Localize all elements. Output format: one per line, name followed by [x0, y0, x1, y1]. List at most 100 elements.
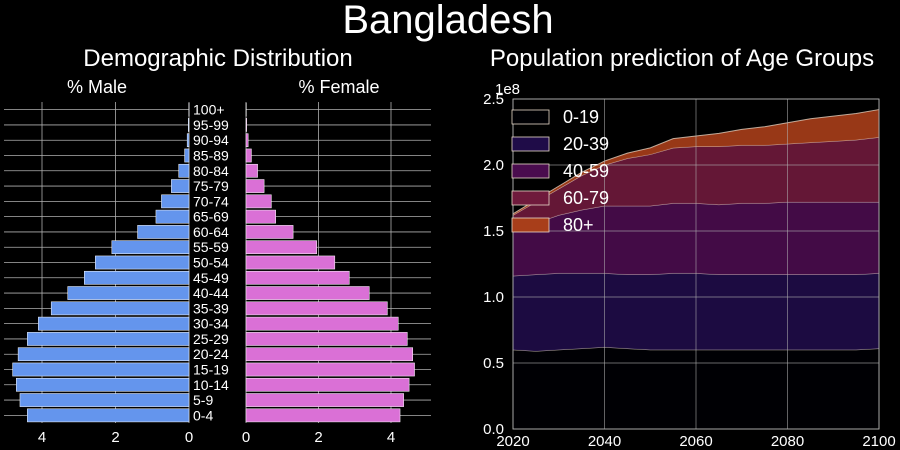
- population-prediction-chart: Population prediction of Age Groups 1e8 …: [483, 45, 896, 450]
- age-group-labels: 0-45-910-1415-1920-2425-2930-3435-3940-4…: [193, 102, 229, 424]
- area-x-tick-label: 2080: [771, 433, 804, 450]
- legend: 0-19 20-39 40-59 60-79 80+: [511, 107, 609, 235]
- area-y-tick-label: 0.0: [483, 421, 504, 438]
- legend-swatch: [511, 136, 550, 152]
- age-group-label: 30-34: [193, 316, 229, 332]
- age-group-label: 15-19: [193, 362, 229, 378]
- legend-swatch: [511, 109, 550, 125]
- age-group-label: 0-4: [193, 407, 213, 423]
- pyramid-x-tick-label: 0: [242, 429, 250, 446]
- male-bar: [12, 362, 190, 377]
- female-bar: [245, 301, 388, 316]
- legend-label: 0-19: [563, 107, 599, 127]
- female-bar: [245, 362, 415, 377]
- male-bars: [12, 102, 190, 423]
- male-bar: [111, 240, 190, 255]
- male-bar: [17, 347, 190, 362]
- female-bar: [245, 286, 370, 300]
- area-grid: [512, 98, 880, 430]
- male-bar: [16, 377, 190, 392]
- age-group-label: 35-39: [193, 300, 229, 316]
- female-bar: [245, 316, 399, 331]
- female-bar: [245, 118, 247, 132]
- pyramid-x-tick-label: 0: [185, 429, 193, 446]
- legend-label: 60-79: [563, 188, 609, 208]
- area-y-tick-label: 2.0: [483, 157, 504, 174]
- female-bar: [245, 270, 350, 285]
- legend-label: 80+: [563, 215, 594, 235]
- legend-swatch: [511, 163, 550, 179]
- female-bar: [245, 393, 404, 407]
- area-frame: [512, 98, 880, 430]
- age-group-label: 75-79: [193, 178, 229, 194]
- age-group-label: 50-54: [193, 255, 229, 271]
- male-bar: [27, 408, 190, 423]
- age-group-label: 95-99: [193, 117, 229, 133]
- female-bar: [245, 255, 336, 270]
- male-bar: [184, 148, 190, 163]
- female-panel-label: % Female: [298, 77, 379, 97]
- age-group-label: 80-84: [193, 163, 229, 179]
- age-group-label: 40-44: [193, 285, 229, 301]
- female-bar: [245, 209, 276, 224]
- male-bar: [161, 194, 190, 209]
- age-group-label: 55-59: [193, 239, 229, 255]
- pyramid-x-tick-label: 2: [314, 429, 322, 446]
- female-bar: [245, 163, 258, 178]
- female-bars: [245, 102, 415, 423]
- age-group-label: 10-14: [193, 377, 229, 393]
- area-x-tick-label: 2020: [496, 433, 529, 450]
- age-group-label: 90-94: [193, 132, 229, 148]
- male-bar: [50, 301, 190, 316]
- pyramid-title: Demographic Distribution: [83, 45, 352, 72]
- female-bar: [245, 179, 265, 193]
- area-y-tick-label: 2.5: [483, 91, 504, 108]
- age-group-label: 100+: [193, 102, 225, 118]
- male-bar: [95, 255, 190, 270]
- age-group-label: 85-89: [193, 148, 229, 164]
- area-y-tick-label: 1.0: [483, 289, 504, 306]
- figure-title: Bangladesh: [342, 0, 553, 42]
- female-bar: [245, 148, 252, 163]
- age-group-label: 20-24: [193, 346, 229, 362]
- area-y-tick-label: 1.5: [483, 223, 504, 240]
- male-bar: [155, 209, 190, 224]
- y-multiplier-label: 1e8: [495, 81, 520, 98]
- area-x-tick-label: 2060: [679, 433, 712, 450]
- age-group-label: 60-64: [193, 224, 229, 240]
- female-bar: [245, 347, 413, 362]
- legend-swatch: [511, 217, 550, 233]
- legend-label: 20-39: [563, 134, 609, 154]
- age-group-label: 25-29: [193, 331, 229, 347]
- area-y-tick-label: 0.5: [483, 355, 504, 372]
- male-bar: [137, 225, 190, 239]
- population-pyramid: Demographic Distribution % Male % Female…: [4, 45, 431, 446]
- female-bar: [245, 225, 294, 239]
- female-bar: [245, 377, 410, 392]
- area-ticks: 2020 2040 2060 2080 2100 0.0 0.5 1.0 1.5 2.0 2.5: [483, 91, 896, 450]
- male-bar: [67, 286, 190, 300]
- male-bar: [19, 393, 190, 407]
- age-group-label: 65-69: [193, 209, 229, 225]
- area-x-tick-label: 2040: [588, 433, 621, 450]
- male-bar: [27, 332, 190, 346]
- male-bar: [178, 163, 190, 178]
- legend-swatch: [511, 190, 550, 206]
- female-bar: [245, 332, 408, 346]
- area-x-tick-label: 2100: [862, 433, 895, 450]
- male-bar: [84, 270, 190, 285]
- age-group-label: 5-9: [193, 392, 213, 408]
- male-bar: [186, 133, 190, 148]
- age-group-label: 70-74: [193, 193, 229, 209]
- legend-label: 40-59: [563, 161, 609, 181]
- female-bar: [245, 240, 317, 255]
- pyramid-x-tick-label: 2: [111, 429, 119, 446]
- male-bar: [188, 118, 190, 132]
- pyramid-x-ticks: 4 2 0 2 4 0: [38, 429, 395, 446]
- pyramid-x-tick-label: 4: [38, 429, 46, 446]
- female-bar: [245, 194, 272, 209]
- female-bar: [245, 408, 401, 423]
- male-bar: [171, 179, 190, 193]
- female-bar: [245, 133, 249, 148]
